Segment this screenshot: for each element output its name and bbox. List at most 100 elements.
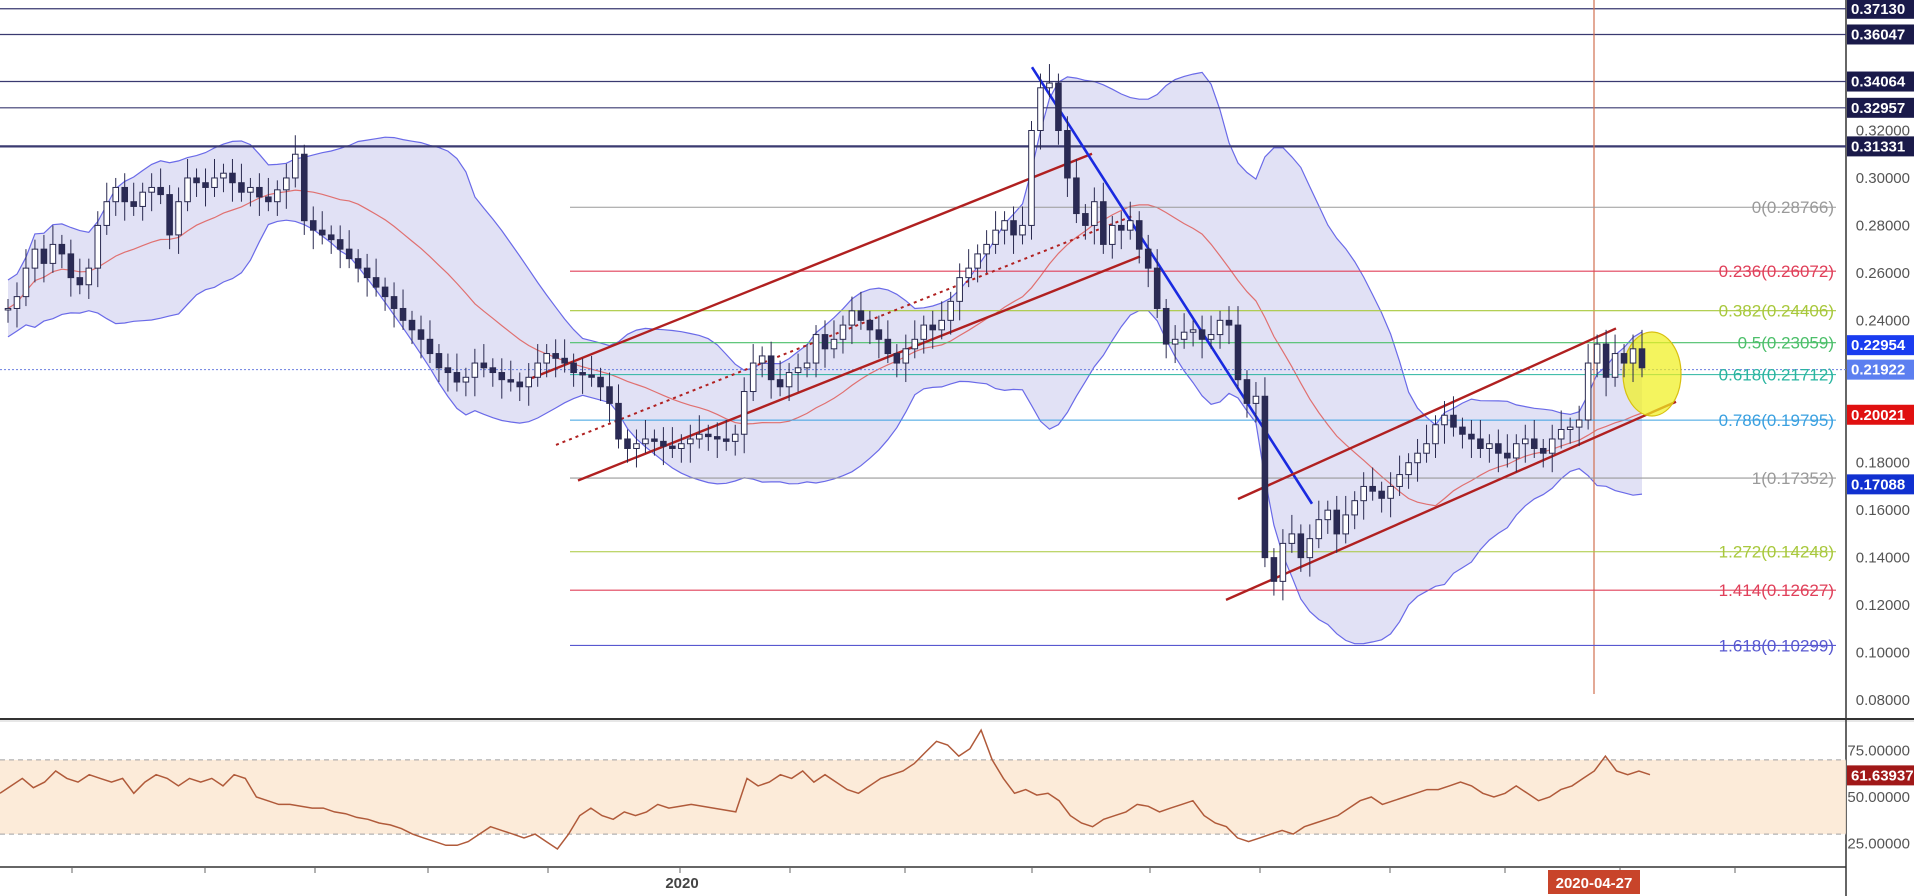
candle-body — [193, 177, 200, 184]
candle-body — [49, 243, 57, 264]
candle-body — [1216, 319, 1224, 336]
candle-body — [1513, 443, 1520, 459]
candle-body — [1162, 307, 1170, 345]
candle-body — [983, 243, 990, 255]
candle-body — [327, 234, 335, 241]
candle-body — [292, 153, 299, 179]
candle-body — [884, 338, 892, 355]
candle-body — [1486, 443, 1493, 449]
price-label-text: 0.17088 — [1851, 476, 1905, 493]
candle-body — [660, 440, 667, 447]
candle-body — [121, 186, 128, 203]
candle-body — [444, 367, 452, 374]
candle-body — [85, 267, 93, 286]
candle-body — [1243, 379, 1251, 404]
candle-body — [696, 433, 703, 440]
candle-body — [1073, 177, 1080, 215]
candle-body — [1082, 213, 1089, 226]
rsi-current-box — [1847, 765, 1914, 786]
candle-body — [202, 182, 209, 188]
candle-body — [1629, 348, 1637, 364]
candle-body — [785, 372, 793, 388]
candle-body — [148, 186, 155, 193]
rsi-current-label: 61.63937 — [1851, 767, 1914, 784]
channel-upper-line-2 — [1237, 327, 1617, 501]
fib-level-label: 0.236(0.26072) — [1719, 262, 1834, 281]
candle-body — [238, 182, 245, 193]
rsi-indicator: 75.00000 50.00000 25.00000 61.63937 — [0, 728, 1914, 852]
candle-body — [947, 300, 954, 321]
price-axis-tick-label: 0.18000 — [1856, 455, 1910, 472]
candle-body — [1315, 519, 1323, 540]
candle-body — [606, 386, 613, 404]
candle-body — [534, 362, 541, 378]
candle-body — [480, 362, 488, 369]
candle-body — [1423, 443, 1430, 454]
candle-body — [1432, 424, 1439, 445]
candle-body — [1055, 82, 1062, 132]
candle-body — [1495, 443, 1502, 454]
candle-body — [103, 201, 111, 226]
candle-body — [633, 443, 640, 449]
highlight-ellipse — [1622, 331, 1682, 417]
candle-body — [462, 376, 470, 383]
candle-body — [705, 433, 712, 438]
candle-body — [1333, 509, 1341, 535]
price-label-box — [1847, 474, 1914, 495]
candle-body — [489, 367, 497, 374]
candle-body — [830, 338, 838, 350]
candle-body — [678, 443, 685, 449]
price-label-text: 0.37130 — [1851, 1, 1905, 18]
candle-body — [211, 177, 218, 188]
candle-body — [175, 201, 182, 236]
candle-body — [687, 438, 694, 445]
fibonacci-retracement: 0(0.28766) 0.236(0.26072) 0.382(0.24406) 0.… — [570, 198, 1836, 655]
rsi-band-fill — [0, 759, 1846, 835]
candle-body — [974, 253, 981, 269]
candle-body — [67, 253, 75, 279]
rsi-axis-tick-label: 75.00000 — [1847, 743, 1910, 760]
candle-body — [300, 153, 308, 222]
candle-body — [588, 374, 595, 378]
candle-body — [283, 177, 290, 191]
candlesticks — [4, 64, 1646, 601]
date-marker-label: 2020-04-27 — [1556, 875, 1633, 892]
candle-body — [1369, 485, 1376, 492]
candle-body — [363, 267, 371, 279]
price-label-box — [1847, 97, 1914, 118]
candle-body — [866, 319, 874, 331]
candle-body — [336, 239, 344, 250]
candle-body — [1611, 353, 1619, 378]
candle-body — [1091, 201, 1098, 226]
candle-body — [525, 376, 533, 388]
price-axis-tick-label: 0.32000 — [1856, 123, 1910, 140]
candle-body — [911, 338, 919, 350]
candle-body — [875, 329, 883, 340]
candle-body — [1396, 474, 1403, 487]
price-label-box — [1847, 71, 1914, 92]
candle-body — [848, 310, 856, 326]
candle-body — [1584, 362, 1592, 421]
candle-body — [749, 362, 757, 393]
candle-body — [229, 172, 236, 184]
candle-body — [1279, 542, 1287, 582]
candle-body — [112, 186, 120, 203]
price-axis-tick-label: 0.14000 — [1856, 550, 1910, 567]
candle-body — [76, 277, 84, 286]
price-label-text: 0.31331 — [1851, 138, 1905, 155]
candle-body — [1207, 334, 1215, 340]
candle-body — [1270, 557, 1278, 582]
price-label-box — [1847, 136, 1914, 157]
candle-body — [381, 286, 389, 298]
price-label-text: 0.32957 — [1851, 100, 1905, 117]
candle-body — [1028, 130, 1035, 226]
price-axis-tick-label: 0.12000 — [1856, 597, 1910, 614]
fib-level-label: 1.618(0.10299) — [1719, 636, 1834, 655]
candle-body — [1360, 485, 1367, 502]
rsi-axis-tick-label: 50.00000 — [1847, 789, 1910, 806]
candle-body — [166, 194, 173, 236]
price-label-text: 0.20021 — [1851, 407, 1905, 424]
price-label-text: 0.21922 — [1851, 362, 1905, 379]
